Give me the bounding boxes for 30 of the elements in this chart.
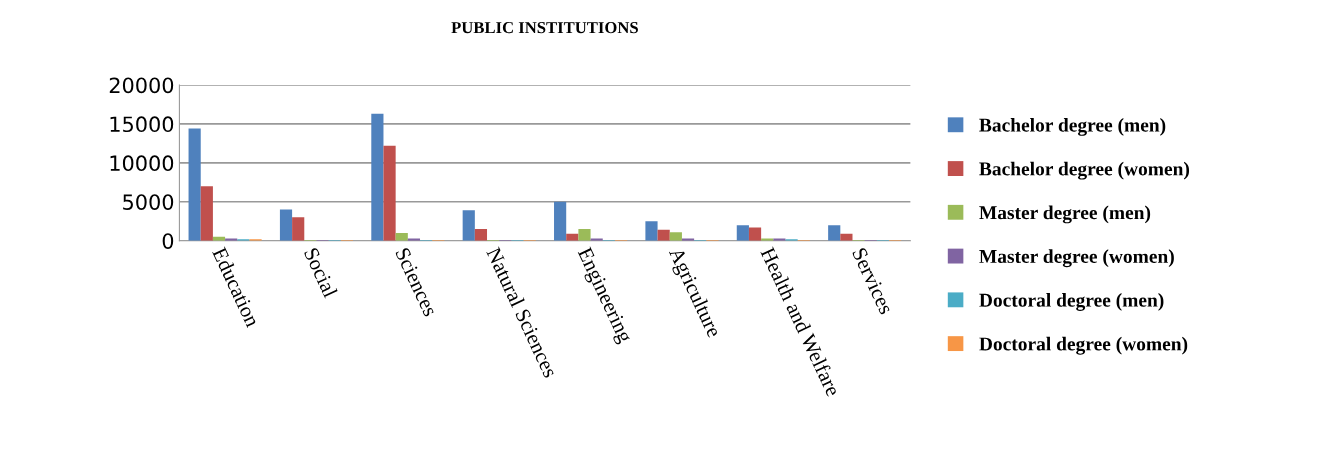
bar — [188, 128, 201, 241]
bar — [736, 225, 749, 241]
legend-label: Master degree (men) — [979, 205, 1151, 224]
bar — [828, 225, 841, 241]
y-tick-label: 10000 — [110, 155, 174, 172]
y-tick-label: 0 — [162, 233, 174, 249]
legend-label: Bachelor degree (women) — [979, 161, 1190, 180]
chart-title: PUBLIC INSTITUTIONS — [451, 22, 638, 34]
bar — [578, 229, 591, 241]
bar — [657, 229, 670, 241]
x-tick-label: Health and Welfare — [760, 246, 842, 398]
bar — [200, 186, 213, 241]
x-tick-label: Social — [303, 246, 339, 299]
bar — [669, 232, 682, 241]
y-tick-label: 15000 — [110, 116, 174, 133]
bar — [383, 145, 396, 241]
bar — [279, 209, 293, 241]
legend-label: Doctoral degree (men) — [979, 293, 1164, 311]
bar — [748, 227, 762, 241]
bar — [645, 221, 658, 241]
legend-label: Bachelor degree (men) — [979, 118, 1166, 136]
bar — [462, 210, 475, 241]
bar — [371, 113, 384, 241]
legend-label: Master degree (women) — [979, 249, 1174, 268]
bar — [474, 229, 488, 241]
bar — [292, 217, 305, 241]
legend-label: Doctoral degree (women) — [979, 336, 1188, 355]
bar — [554, 201, 567, 241]
y-tick-label: 20000 — [109, 77, 174, 94]
y-tick-label: 5000 — [123, 194, 174, 210]
